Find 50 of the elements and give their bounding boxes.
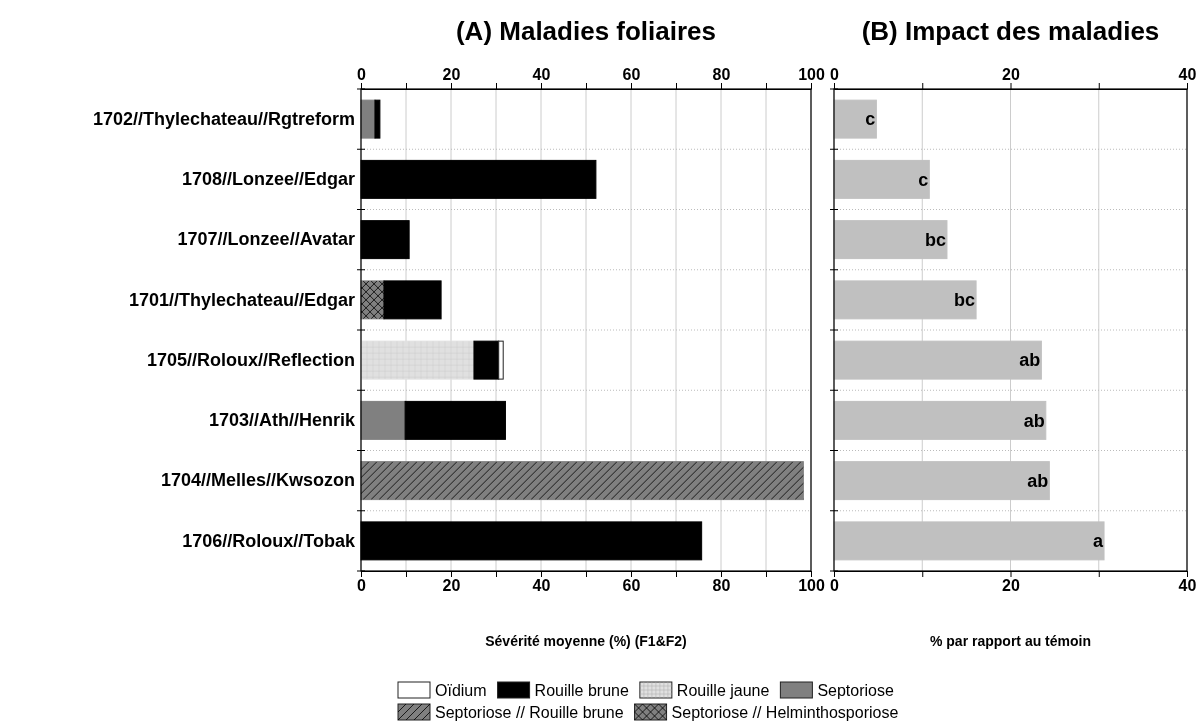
legend-label: Oïdium [435,681,487,699]
bar [473,340,500,380]
x2-tick-label: 0 [357,577,367,595]
bar [360,400,406,440]
y-tick-label: 1708//Lonzee//Edgar [181,169,355,190]
x2-tick-label: 20 [442,577,461,595]
x-tick-label: 80 [712,66,731,83]
x2-tick-label: 40 [1178,577,1197,595]
y-tick-label: 1704//Melles//Kwsozon [160,470,355,491]
data-label: ab [1023,410,1045,431]
x-axis-title: Sévérité moyenne (%) (F1&F2) [485,633,687,649]
y-tick-label: 1707//Lonzee//Avatar [177,229,355,250]
data-label: bc [924,229,946,250]
data-label: c [918,169,929,190]
y-tick-label: 1703//Ath//Henrik [208,410,356,431]
legend-label: Rouille brune [534,681,629,699]
y-tick-label: 1701//Thylechateau//Edgar [128,289,355,310]
bar [498,340,504,380]
x-axis-title: % par rapport au témoin [929,633,1092,649]
x-tick-label: 0 [357,66,367,83]
x-tick-label: 0 [830,66,840,83]
x-tick-label: 40 [1178,66,1197,83]
x2-tick-label: 100 [798,577,825,595]
y-tick-label: 1702//Thylechateau//Rgtreform [92,108,355,129]
legend-label: Septoriose // Helminthosporiose [671,703,899,721]
y-tick-label: 1705//Roloux//Reflection [146,349,355,370]
legend-label: Septoriose // Rouille brune [435,703,624,721]
chart-title: (B) Impact des maladies [861,16,1160,46]
x-tick-label: 40 [532,66,551,83]
bar [374,99,381,139]
legend-label: Rouille jaune [676,681,770,699]
x2-tick-label: 40 [532,577,551,595]
bar [404,400,506,440]
data-label: ab [1027,470,1049,491]
x-tick-label: 100 [798,66,825,83]
x-tick-label: 20 [1002,66,1020,83]
x2-tick-label: 60 [622,577,641,595]
legend-label: Septoriose [817,681,894,699]
data-label: a [1093,531,1105,552]
x-tick-label: 20 [442,66,461,83]
y-tick-label: 1706//Roloux//Tobak [182,530,356,551]
chart-title: (A) Maladies foliaires [455,16,717,46]
x-tick-label: 60 [622,66,641,83]
x2-tick-label: 0 [830,577,840,595]
data-label: ab [1019,350,1041,371]
data-label: c [865,109,876,130]
x2-tick-label: 80 [712,577,731,595]
bar [833,99,877,139]
data-label: bc [954,290,976,311]
x2-tick-label: 20 [1002,577,1020,595]
